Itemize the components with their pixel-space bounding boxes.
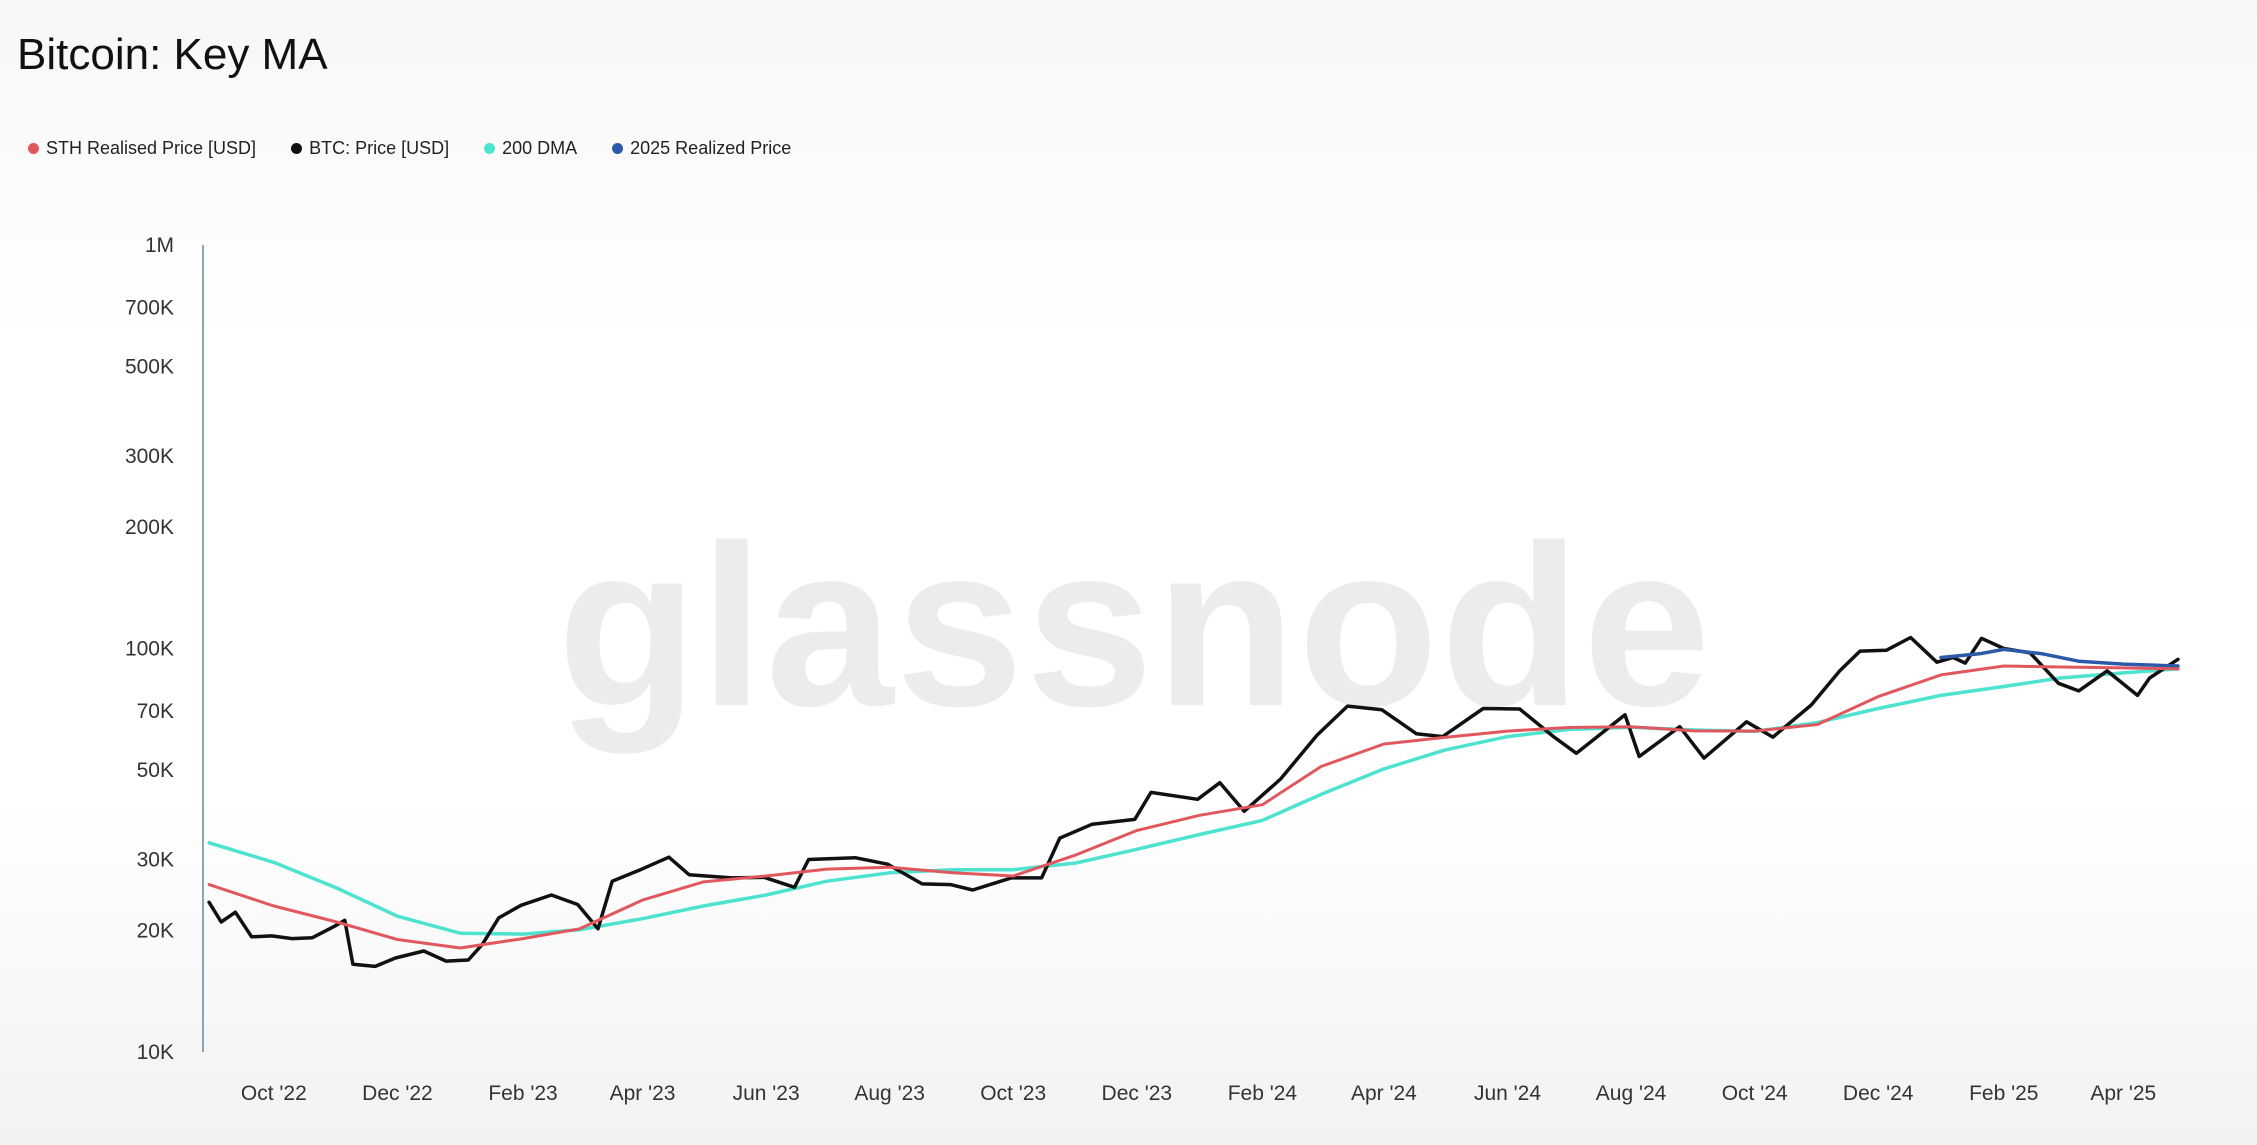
x-tick-label: Dec '24 xyxy=(1843,1082,1914,1105)
series-lines[interactable] xyxy=(207,635,2180,969)
legend-item-btc-price[interactable]: BTC: Price [USD] xyxy=(291,138,449,159)
x-tick-label: Dec '22 xyxy=(362,1082,433,1105)
y-tick-label: 700K xyxy=(125,297,174,320)
x-tick-label: Oct '24 xyxy=(1722,1082,1788,1105)
x-tick-label: Dec '23 xyxy=(1102,1082,1173,1105)
x-tick-label: Apr '25 xyxy=(2090,1082,2156,1105)
legend-item-sth-realised-price[interactable]: STH Realised Price [USD] xyxy=(28,138,256,159)
x-tick-label: Oct '23 xyxy=(980,1082,1046,1105)
x-tick-label: Apr '24 xyxy=(1351,1082,1417,1105)
series-line-sth-realised-price-usd[interactable] xyxy=(207,664,2180,950)
legend-dot-icon xyxy=(28,143,39,154)
y-tick-label: 10K xyxy=(137,1041,174,1064)
y-tick-label: 70K xyxy=(137,700,174,723)
y-tick-label: 30K xyxy=(137,848,174,871)
x-tick-label: Jun '24 xyxy=(1474,1082,1541,1105)
x-tick-label: Apr '23 xyxy=(610,1082,676,1105)
x-tick-label: Jun '23 xyxy=(733,1082,800,1105)
chart-title: Bitcoin: Key MA xyxy=(17,30,328,79)
series-line-2025-realized-price[interactable] xyxy=(1939,647,2180,668)
x-tick-label: Aug '23 xyxy=(854,1082,925,1105)
y-tick-label: 500K xyxy=(125,355,174,378)
y-tick-label: 100K xyxy=(125,638,174,661)
legend-dot-icon xyxy=(484,143,496,154)
legend-label: BTC: Price [USD] xyxy=(309,138,450,158)
y-tick-label: 20K xyxy=(137,920,174,943)
legend-dot-icon xyxy=(291,143,303,154)
legend-label: STH Realised Price [USD] xyxy=(46,138,257,158)
series-line-btc-price-usd[interactable] xyxy=(207,635,2180,969)
x-tick-label: Feb '23 xyxy=(488,1082,557,1105)
legend-item-200-dma[interactable]: 200 DMA xyxy=(484,138,577,159)
y-tick-label: 200K xyxy=(125,516,174,539)
x-tick-label: Feb '24 xyxy=(1228,1082,1298,1105)
chart-legend: STH Realised Price [USD] BTC: Price [USD… xyxy=(28,138,826,159)
y-tick-label: 1M xyxy=(145,234,174,257)
legend-item-2025-realized-price[interactable]: 2025 Realized Price xyxy=(612,138,791,159)
legend-label: 200 DMA xyxy=(502,138,578,158)
series-line-200-dma[interactable] xyxy=(207,667,2180,936)
legend-dot-icon xyxy=(612,143,624,154)
legend-label: 2025 Realized Price xyxy=(630,138,792,158)
y-tick-label: 300K xyxy=(125,445,174,468)
y-axis-ticks: 1M 700K 500K 300K 200K 100K 70K 50K 30K 20K 10K xyxy=(125,234,174,1064)
x-axis-ticks: Oct '22 Dec '22 Feb '23 Apr '23 Jun '23 Aug '… xyxy=(241,1082,2156,1105)
watermark-logo: glassnode xyxy=(557,497,1713,754)
x-tick-label: Oct '22 xyxy=(241,1082,307,1105)
y-tick-label: 50K xyxy=(137,759,174,782)
x-tick-label: Feb '25 xyxy=(1969,1082,2038,1105)
x-tick-label: Aug '24 xyxy=(1596,1082,1667,1105)
